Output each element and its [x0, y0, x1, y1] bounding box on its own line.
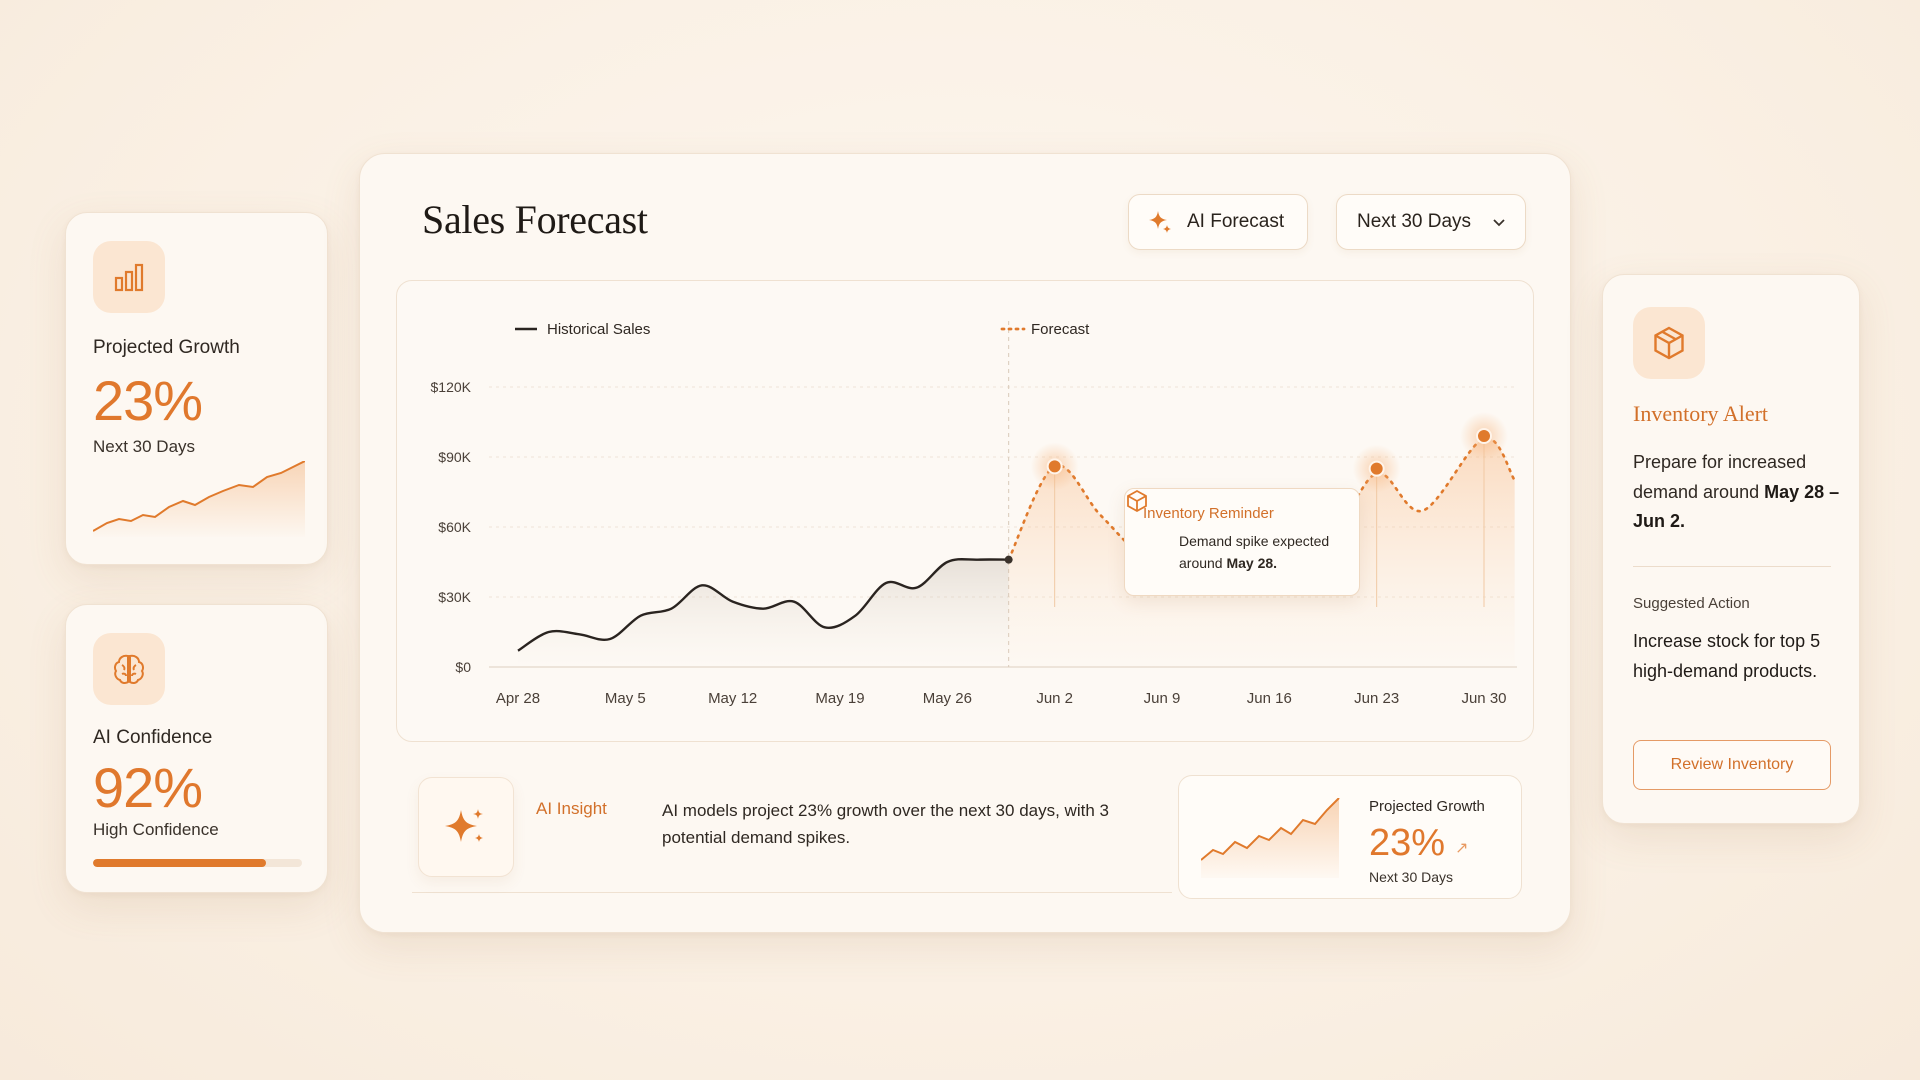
suggested-action-text: Increase stock for top 5 high-demand pro… [1633, 631, 1821, 681]
projected-growth-card: Projected Growth 23% Next 30 Days [65, 212, 328, 565]
y-tick-label: $0 [455, 659, 471, 675]
box-icon [1633, 307, 1705, 379]
legend-forecast-label: Forecast [1031, 321, 1090, 338]
growth-card-value: 23% [93, 369, 203, 432]
tooltip-line2-prefix: around [1179, 554, 1227, 571]
sales-forecast-panel: Sales Forecast AI Forecast Next 30 Days … [359, 153, 1571, 933]
arrow-up-right-icon: ↗ [1455, 840, 1469, 857]
growth-card-label: Projected Growth [93, 337, 240, 358]
tooltip-title: Inventory Reminder [1143, 505, 1274, 522]
mini-growth-sparkline [1201, 798, 1340, 878]
inventory-alert-text: Prepare for increased demand around May … [1633, 448, 1843, 537]
tooltip-line2-date: May 28. [1226, 554, 1278, 571]
historical-sales-line [517, 558, 1009, 652]
forecast-peak-point [1476, 428, 1492, 444]
x-tick-label: Jun 2 [1036, 690, 1073, 707]
mini-growth-value: 23% [1369, 822, 1446, 864]
x-tick-label: May 12 [708, 690, 757, 707]
x-tick-label: May 19 [815, 690, 864, 707]
tooltip-line1: Demand spike expected [1179, 533, 1330, 549]
x-tick-label: Jun 30 [1461, 690, 1506, 707]
y-tick-label: $60K [438, 519, 471, 535]
inventory-alert-card: Inventory Alert Prepare for increased de… [1602, 274, 1860, 824]
x-tick-label: May 26 [923, 690, 972, 707]
brain-icon [93, 633, 165, 705]
y-tick-label: $30K [438, 589, 471, 605]
date-range-value: Next 30 Days [1357, 211, 1472, 232]
x-tick-label: May 5 [605, 690, 646, 707]
legend-historical-label: Historical Sales [547, 321, 650, 338]
chevron-down-icon [1493, 219, 1505, 227]
y-tick-label: $120K [431, 379, 472, 395]
review-inventory-button[interactable]: Review Inventory [1633, 740, 1831, 790]
ai-forecast-label: AI Forecast [1187, 211, 1285, 232]
projected-growth-mini-card: Projected Growth 23% ↗ Next 30 Days [1178, 775, 1522, 899]
confidence-progress-bar [93, 859, 302, 867]
ai-insight-text: AI models project 23% growth over the ne… [662, 801, 1109, 848]
date-range-select[interactable]: Next 30 Days [1336, 194, 1526, 250]
mini-growth-label: Projected Growth [1369, 798, 1485, 815]
box-icon [1127, 489, 1147, 513]
forecast-chart-svg: $0 $30K $60K $90K $120K Apr 28 May 5 May 12 May … [431, 321, 1517, 707]
forecast-peak-point [1046, 458, 1063, 475]
sparkle-icon [418, 777, 514, 877]
x-tick-label: Jun 23 [1354, 690, 1399, 707]
x-tick-label: Jun 9 [1144, 690, 1181, 707]
forecast-chart: $0 $30K $60K $90K $120K Apr 28 May 5 May 12 May … [396, 280, 1534, 742]
inventory-alert-text-prefix: Prepare for increased demand around [1633, 452, 1807, 502]
forecast-peak-point [1368, 460, 1385, 477]
inventory-reminder-tooltip: Inventory Reminder Demand spike expected… [1124, 488, 1360, 596]
sparkle-icon [1149, 211, 1171, 233]
divider [1633, 566, 1831, 567]
ai-forecast-button[interactable]: AI Forecast [1128, 194, 1308, 250]
inventory-alert-title: Inventory Alert [1633, 401, 1769, 426]
inventory-alert-dates: May 28 – Jun 2. [1633, 481, 1840, 532]
bar-chart-icon [93, 241, 165, 313]
confidence-progress-fill [93, 859, 267, 867]
x-tick-label: Jun 16 [1247, 690, 1292, 707]
page-title: Sales Forecast [422, 197, 648, 242]
history-end-point [1004, 555, 1013, 564]
growth-sparkline [93, 461, 305, 537]
confidence-card-label: AI Confidence [93, 727, 213, 748]
historical-area [518, 559, 1009, 667]
confidence-card-sub: High Confidence [93, 820, 219, 839]
ai-insight-row: AI Insight AI models project 23% growth … [412, 775, 1172, 893]
mini-growth-sub: Next 30 Days [1369, 869, 1454, 885]
x-tick-label: Apr 28 [496, 690, 540, 707]
confidence-card-value: 92% [93, 756, 203, 819]
ai-confidence-card: AI Confidence 92% High Confidence [65, 604, 328, 893]
y-tick-label: $90K [438, 449, 471, 465]
growth-card-sub: Next 30 Days [93, 437, 196, 456]
ai-insight-label: AI Insight [536, 799, 607, 818]
suggested-action-label: Suggested Action [1633, 595, 1750, 612]
